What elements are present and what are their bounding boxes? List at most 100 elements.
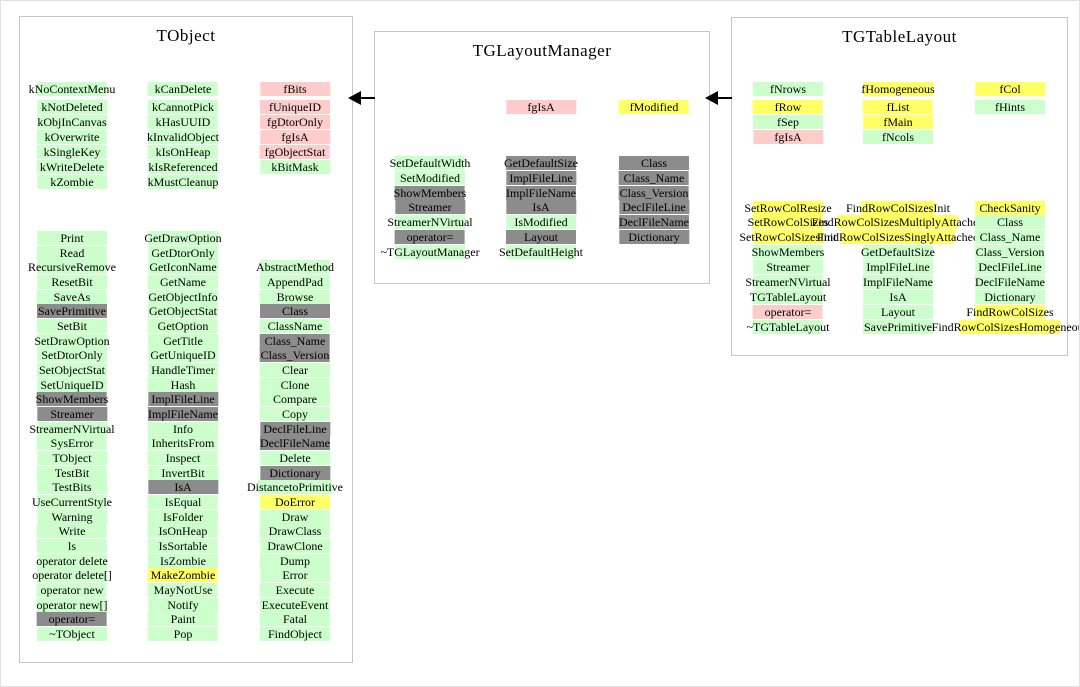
method-cell[interactable]: SavePrimitive xyxy=(37,304,107,319)
method-cell[interactable]: DistancetoPrimitive xyxy=(246,480,344,495)
member-cell[interactable]: kInvalidObject xyxy=(146,130,220,144)
method-cell[interactable]: Class xyxy=(259,304,330,319)
method-cell[interactable]: IsA xyxy=(506,200,576,215)
method-cell[interactable]: ImplFileName xyxy=(505,185,577,200)
member-cell[interactable]: kCanDelete xyxy=(148,82,218,96)
method-cell[interactable]: GetObjectInfo xyxy=(147,289,218,304)
method-cell[interactable]: DeclFileLine xyxy=(975,260,1045,275)
method-cell[interactable]: Class_Version xyxy=(618,185,690,200)
member-cell[interactable]: fgIsA xyxy=(752,130,823,144)
method-cell[interactable]: SavePrimitive xyxy=(863,319,933,334)
method-cell[interactable]: SetDefaultHeight xyxy=(498,244,584,259)
method-cell[interactable]: ExecuteEvent xyxy=(259,597,330,612)
class-title-tglayoutmanager[interactable]: TGLayoutManager xyxy=(472,41,612,60)
member-cell[interactable]: kNotDeleted xyxy=(37,100,107,114)
method-cell[interactable]: ShowMembers xyxy=(35,392,110,407)
method-cell[interactable]: FindObject xyxy=(260,627,330,642)
method-cell[interactable]: ImplFileLine xyxy=(862,260,933,275)
method-cell[interactable]: operator= xyxy=(395,230,465,244)
method-cell[interactable]: StreamerNVirtual xyxy=(744,275,831,289)
member-cell[interactable]: fgDtorOnly xyxy=(260,115,330,129)
method-cell[interactable]: IsA xyxy=(148,480,218,495)
method-cell[interactable]: DrawClone xyxy=(259,539,330,554)
method-cell[interactable]: IsSortable xyxy=(148,539,218,554)
method-cell[interactable]: StreamerNVirtual xyxy=(386,215,473,230)
member-cell[interactable]: fHints xyxy=(975,100,1045,114)
method-cell[interactable]: GetName xyxy=(147,275,218,289)
method-cell[interactable]: RecursiveRemove xyxy=(27,260,117,275)
method-cell[interactable]: Write xyxy=(37,524,107,539)
method-cell[interactable]: ~TObject xyxy=(37,627,107,642)
method-cell[interactable]: operator new xyxy=(36,583,107,598)
method-cell[interactable]: Copy xyxy=(259,407,330,422)
member-cell[interactable]: kBitMask xyxy=(260,160,330,174)
member-cell[interactable]: kZombie xyxy=(36,175,107,189)
method-cell[interactable]: DeclFileLine xyxy=(619,200,689,215)
method-cell[interactable]: Layout xyxy=(863,304,933,319)
member-cell[interactable]: fMain xyxy=(862,115,933,129)
method-cell[interactable]: TestBit xyxy=(37,465,107,480)
method-cell[interactable]: SetDtorOnly xyxy=(37,348,107,363)
method-cell[interactable]: StreamerNVirtual xyxy=(28,421,115,436)
member-cell[interactable]: kNoContextMenu xyxy=(28,82,117,96)
method-cell[interactable]: GetUniqueID xyxy=(147,348,218,363)
method-cell[interactable]: Layout xyxy=(506,230,576,244)
method-cell[interactable]: DoError xyxy=(259,495,330,510)
method-cell[interactable]: DeclFileName xyxy=(259,436,331,451)
member-cell[interactable]: kHasUUID xyxy=(148,115,218,129)
member-cell[interactable]: fList xyxy=(862,100,933,114)
method-cell[interactable]: SetRowColSizes xyxy=(747,215,830,230)
method-cell[interactable]: Hash xyxy=(147,377,218,392)
method-cell[interactable]: ~TGLayoutManager xyxy=(379,244,480,259)
method-cell[interactable]: SysError xyxy=(36,436,107,451)
method-cell[interactable]: TObject xyxy=(36,451,107,466)
class-title-tgtablelayout[interactable]: TGTableLayout xyxy=(842,27,957,46)
method-cell[interactable]: MakeZombie xyxy=(148,568,218,583)
method-cell[interactable]: IsA xyxy=(863,289,933,304)
method-cell[interactable]: FindRowColSizesHomogeneous xyxy=(931,319,1079,334)
method-cell[interactable]: GetDefaultSize xyxy=(503,156,579,170)
method-cell[interactable]: DeclFileLine xyxy=(260,421,330,436)
member-cell[interactable]: fgObjectStat xyxy=(260,145,330,159)
member-cell[interactable]: kWriteDelete xyxy=(37,160,107,174)
method-cell[interactable]: GetObjectStat xyxy=(147,304,218,319)
method-cell[interactable]: Class xyxy=(618,156,689,170)
method-cell[interactable]: TGTableLayout xyxy=(749,289,827,304)
method-cell[interactable]: TestBits xyxy=(36,480,107,495)
method-cell[interactable]: Fatal xyxy=(260,612,330,627)
method-cell[interactable]: Error xyxy=(259,568,330,583)
method-cell[interactable]: Execute xyxy=(260,583,330,598)
method-cell[interactable]: GetDrawOption xyxy=(143,231,222,245)
method-cell[interactable]: AbstractMethod xyxy=(255,260,335,275)
method-cell[interactable]: IsZombie xyxy=(148,553,218,568)
method-cell[interactable]: Paint xyxy=(147,612,218,627)
method-cell[interactable]: Read xyxy=(37,245,107,260)
method-cell[interactable]: GetIconName xyxy=(148,260,218,275)
method-cell[interactable]: UseCurrentStyle xyxy=(31,495,113,510)
method-cell[interactable]: Class_Version xyxy=(974,245,1046,260)
member-cell[interactable]: fUniqueID xyxy=(259,100,330,114)
method-cell[interactable]: operator delete xyxy=(35,553,109,568)
method-cell[interactable]: Pop xyxy=(148,627,218,642)
method-cell[interactable]: SaveAs xyxy=(36,289,107,304)
method-cell[interactable]: ShowMembers xyxy=(393,185,468,200)
method-cell[interactable]: Draw xyxy=(260,509,330,524)
method-cell[interactable]: ls xyxy=(36,539,107,554)
method-cell[interactable]: Dictionary xyxy=(618,230,689,244)
member-cell[interactable]: kCannotPick xyxy=(148,100,218,114)
method-cell[interactable]: Class_Version xyxy=(259,348,331,363)
member-cell[interactable]: kSingleKey xyxy=(36,145,107,159)
method-cell[interactable]: FindRowColSizesSinglyAttached xyxy=(816,230,980,245)
method-cell[interactable]: DrawClass xyxy=(259,524,330,539)
member-cell[interactable]: fModified xyxy=(619,100,689,114)
member-cell[interactable]: kIsReferenced xyxy=(147,160,218,174)
method-cell[interactable]: GetDtorOnly xyxy=(147,245,218,260)
method-cell[interactable]: Streamer xyxy=(37,407,107,422)
method-cell[interactable]: SetBit xyxy=(36,319,107,334)
method-cell[interactable]: Clear xyxy=(260,363,330,378)
method-cell[interactable]: Dictionary xyxy=(259,465,330,480)
method-cell[interactable]: operator new[] xyxy=(36,597,109,612)
method-cell[interactable]: ~TGTableLayout xyxy=(746,319,831,334)
method-cell[interactable]: ImplFileLine xyxy=(505,170,576,185)
class-title-tobject[interactable]: TObject xyxy=(156,26,216,45)
